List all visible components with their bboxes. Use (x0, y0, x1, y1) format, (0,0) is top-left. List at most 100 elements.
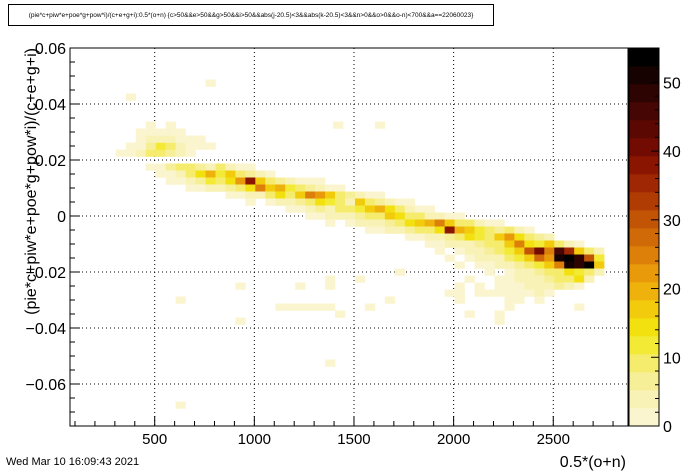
heatmap-cell (325, 359, 336, 367)
heatmap-cell (494, 240, 505, 248)
heatmap-cell (235, 282, 246, 290)
heatmap-cell (504, 233, 515, 241)
heatmap-cell (414, 219, 426, 227)
heatmap-cell (275, 177, 286, 185)
heatmap-cell (494, 317, 505, 325)
x-tick-label: 1500 (337, 431, 370, 448)
heatmap-cell (434, 219, 445, 227)
heatmap-cell (574, 303, 585, 311)
heatmap-cell (265, 177, 276, 185)
heatmap-cell (484, 289, 495, 297)
heatmap-cell (374, 198, 386, 206)
heatmap-cell (534, 296, 545, 304)
color-scale-band (629, 282, 659, 301)
heatmap-cell (494, 219, 505, 227)
heatmap-cell (574, 240, 585, 248)
heatmap-cell (354, 275, 366, 283)
heatmap-cell (185, 149, 196, 157)
heatmap-cell (484, 226, 495, 234)
heatmap-cell (484, 268, 495, 276)
heatmap-cell (464, 275, 475, 283)
heatmap-cell (275, 303, 286, 311)
heatmap-cell (534, 289, 545, 297)
heatmap-cell (474, 261, 485, 269)
heatmap-cell (325, 275, 336, 283)
heatmap-cell (354, 219, 366, 227)
heatmap-cell (265, 198, 276, 206)
heatmap-cell (494, 254, 505, 262)
heatmap-cell (584, 247, 595, 255)
heatmap-cell (185, 163, 196, 171)
heatmap-cell (175, 177, 186, 185)
color-scale-band (629, 66, 659, 85)
heatmap-cell (584, 275, 595, 283)
heatmap-cell (165, 163, 176, 171)
heatmap-cell (285, 184, 296, 192)
heatmap-cell (514, 289, 525, 297)
color-scale-band (629, 408, 659, 427)
heatmap-cell (384, 205, 396, 213)
heatmap-cell (125, 93, 137, 101)
heatmap-cell (474, 247, 485, 255)
heatmap-cell (255, 184, 266, 192)
heatmap-cell (175, 128, 186, 136)
heatmap-cell (195, 163, 206, 171)
heatmap-cell (354, 191, 366, 199)
heatmap-cell (265, 170, 276, 178)
heatmap-cell (524, 282, 535, 290)
heatmap-cell (185, 142, 196, 150)
grid-lines (70, 47, 628, 426)
heatmap-cell (305, 303, 316, 311)
heatmap-cell (295, 282, 306, 290)
heatmap-cell (404, 233, 416, 241)
heatmap-cell (544, 261, 555, 269)
heatmap-cell (345, 198, 356, 206)
heatmap-cell (185, 184, 196, 192)
heatmap-cell (215, 177, 226, 185)
heatmap-cell (454, 282, 465, 290)
heatmap-cell (474, 226, 485, 234)
heatmap-cell (295, 184, 306, 192)
heatmap-cell (145, 142, 156, 150)
heatmap-cell (434, 240, 445, 248)
heatmap-cell (255, 170, 266, 178)
heatmap-cell (135, 135, 147, 143)
y-tick-label: −0.04 (26, 321, 67, 338)
heatmap-cell (474, 254, 485, 262)
color-scale-band (629, 318, 659, 337)
heatmap-cell (225, 177, 236, 185)
heatmap-cell (454, 219, 465, 227)
heatmap-cell (434, 212, 445, 220)
heatmap-cell (364, 303, 376, 311)
heatmap-cell (564, 261, 575, 269)
heatmap-cell (524, 233, 535, 241)
heatmap-cell (494, 261, 505, 269)
heatmap-cell (305, 184, 316, 192)
heatmap-cell (514, 247, 525, 255)
heatmap-cell (524, 226, 535, 234)
heatmap-cell (454, 296, 465, 304)
heatmap-cell (584, 268, 595, 276)
heatmap-cell (504, 296, 515, 304)
y-tick-label: 0.02 (35, 153, 66, 170)
heatmap-cell (195, 184, 206, 192)
heatmap-cell (544, 240, 555, 248)
heatmap-cell (504, 254, 515, 262)
heatmap-cell (345, 212, 356, 220)
heatmap-cell (414, 233, 426, 241)
heatmap-cell (504, 226, 515, 234)
heatmap-cell (484, 219, 495, 227)
heatmap-cell (235, 177, 246, 185)
heatmap-cell (564, 254, 575, 262)
chart-title: (pie*c+piw*e+poe*g+pow*i)/(c+e+g+i):0.5*… (28, 12, 474, 19)
heatmap-cell (315, 198, 326, 206)
heatmap-cell (305, 191, 316, 199)
heatmap-cell (574, 282, 585, 290)
heatmap-cell (444, 233, 455, 241)
heatmap-cell (514, 233, 525, 241)
heatmap-cell (225, 191, 236, 199)
heatmap-cell (235, 317, 246, 325)
heatmap-cell (464, 219, 475, 227)
x-tick-label: 2500 (537, 431, 570, 448)
heatmap-cell (325, 198, 336, 206)
